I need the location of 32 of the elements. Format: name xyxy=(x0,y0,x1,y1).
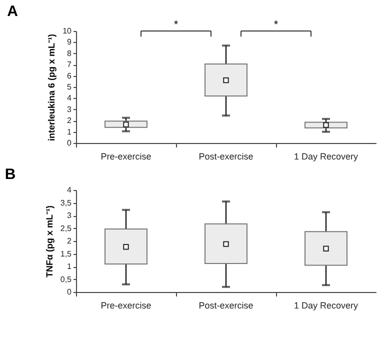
y-tick-label: 10 xyxy=(62,26,72,36)
y-tick-label: 8 xyxy=(67,48,72,58)
y-tick-label: 2,5 xyxy=(60,224,72,233)
y-tick-label: 3 xyxy=(67,104,72,114)
y-tick-label: 4 xyxy=(67,94,72,103)
chart-title: A xyxy=(7,3,18,20)
text: * xyxy=(274,19,279,31)
y-tick-label: 9 xyxy=(67,38,72,47)
y-tick-label: 2 xyxy=(67,116,72,126)
x-tick-label: 1 Day Recovery xyxy=(294,152,359,162)
chart-title: B xyxy=(4,166,16,183)
y-tick-label: 5 xyxy=(67,82,72,92)
y-axis-title: interleukina 6 (pg x mL⁻¹) xyxy=(46,34,57,142)
text: * xyxy=(174,19,179,31)
y-tick-label: 1 xyxy=(67,262,72,271)
y-tick-label: 0,5 xyxy=(60,274,72,284)
x-tick-label: Post-exercise xyxy=(198,152,254,162)
y-tick-label: 3 xyxy=(67,211,72,220)
y-tick-label: 7 xyxy=(67,60,72,70)
y-tick-label: 6 xyxy=(67,71,72,80)
y-axis-title: TNFα (pg x mL⁻¹) xyxy=(44,205,54,278)
y-tick-label: 1 xyxy=(67,127,72,136)
y-tick-label: 2 xyxy=(67,236,72,246)
y-tick-label: 4 xyxy=(67,186,72,194)
y-tick-label: 0 xyxy=(67,138,72,148)
y-tick-label: 0 xyxy=(67,288,72,296)
x-tick-label: Pre-exercise xyxy=(100,300,152,310)
y-tick-label: 3,5 xyxy=(60,198,72,208)
x-tick-label: Post-exercise xyxy=(198,300,254,310)
y-tick-label: 1,5 xyxy=(60,249,72,258)
x-tick-label: 1 Day Recovery xyxy=(294,300,359,310)
x-tick-label: Pre-exercise xyxy=(100,152,152,162)
